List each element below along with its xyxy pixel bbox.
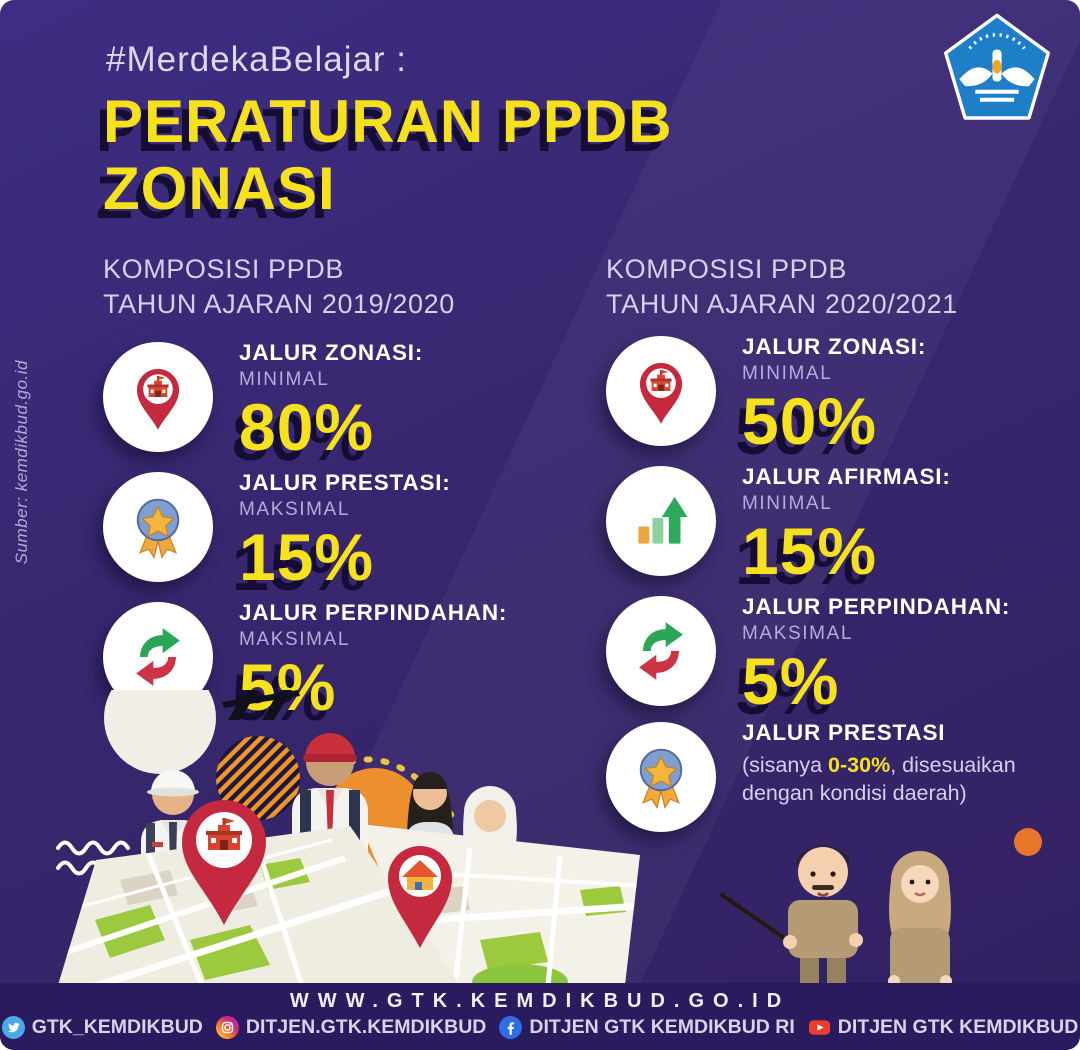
note-highlight: 0-30%: [828, 753, 891, 777]
twitter-icon: [2, 1016, 25, 1039]
footer-strip: WWW.GTK.KEMDIKBUD.GO.ID GTK_KEMDIKBUD DI…: [0, 983, 1080, 1050]
social-twitter[interactable]: GTK_KEMDIKBUD: [2, 1016, 203, 1039]
social-handle: DITJEN GTK KEMDIKBUD: [837, 1016, 1079, 1038]
row-afirmasi-2020: JALUR AFIRMASI: MINIMAL 15%: [606, 464, 951, 588]
row-qualifier: MAKSIMAL: [239, 499, 350, 520]
map-pin-school-icon: [103, 342, 213, 452]
orange-dot-right: [1014, 828, 1042, 856]
medal-star-icon: [103, 472, 213, 582]
transfer-arrows-icon: [606, 596, 716, 706]
social-media-row: GTK_KEMDIKBUD DITJEN.GTK.KEMDIKBUD DITJE…: [0, 1016, 1080, 1039]
teacher-woman-illustration: [888, 851, 952, 987]
row-label: JALUR PERPINDAHAN:: [742, 594, 1011, 619]
column-header: KOMPOSISI PPDB TAHUN AJARAN 2019/2020: [103, 254, 455, 319]
white-circle-decoration: [104, 690, 216, 774]
website-link[interactable]: WWW.GTK.KEMDIKBUD.GO.ID: [289, 990, 791, 1012]
row-value: 15%: [742, 514, 878, 588]
row-value: 5%: [742, 644, 840, 718]
row-value: 50%: [742, 384, 878, 458]
youtube-icon: [808, 1016, 831, 1039]
row-zonasi-2019: JALUR ZONASI: MINIMAL 80%: [103, 340, 424, 464]
row-perpindahan-2020: JALUR PERPINDAHAN: MAKSIMAL 5%: [606, 594, 1011, 718]
facebook-icon: [499, 1016, 522, 1039]
teacher-man-illustration: [720, 845, 863, 985]
row-qualifier: MINIMAL: [239, 369, 330, 390]
map-pin-school-icon: [606, 336, 716, 446]
row-value: 80%: [239, 390, 375, 464]
row-qualifier: MINIMAL: [742, 493, 833, 514]
row-label: JALUR PERPINDAHAN:: [239, 600, 508, 625]
social-youtube[interactable]: DITJEN GTK KEMDIKBUD: [808, 1016, 1079, 1039]
row-note: (sisanya 0-30%, disesuaikan dengan kondi…: [742, 753, 1016, 806]
instagram-icon: [216, 1016, 239, 1039]
social-handle: DITJEN GTK KEMDIKBUD RI: [529, 1016, 795, 1038]
column-2019-2020: KOMPOSISI PPDB TAHUN AJARAN 2019/2020 JA…: [103, 252, 581, 720]
social-handle: GTK_KEMDIKBUD: [31, 1016, 203, 1038]
growth-chart-icon: [606, 466, 716, 576]
row-label: JALUR PRESTASI:: [239, 470, 451, 495]
column-header: KOMPOSISI PPDB TAHUN AJARAN 2020/2021: [606, 254, 958, 319]
row-value: 15%: [239, 520, 375, 594]
row-zonasi-2020: JALUR ZONASI: MINIMAL 50%: [606, 334, 927, 458]
social-handle: DITJEN.GTK.KEMDIKBUD: [245, 1016, 487, 1038]
row-label: JALUR ZONASI:: [742, 334, 927, 359]
students-map-illustration: [56, 690, 1042, 987]
row-label: JALUR AFIRMASI:: [742, 464, 951, 489]
row-label: JALUR PRESTASI: [742, 720, 946, 745]
social-instagram[interactable]: DITJEN.GTK.KEMDIKBUD: [216, 1016, 487, 1039]
page-title: PERATURAN PPDB ZONASI: [103, 88, 673, 222]
black-slash-marks: [222, 690, 300, 720]
row-label: JALUR ZONASI:: [239, 340, 424, 365]
hatched-circle-decoration: [216, 736, 300, 820]
source-credit: Sumber: kemdikbud.go.id: [12, 360, 31, 565]
social-facebook[interactable]: DITJEN GTK KEMDIKBUD RI: [499, 1016, 795, 1039]
row-qualifier: MAKSIMAL: [239, 629, 350, 650]
row-prestasi-2019: JALUR PRESTASI: MAKSIMAL 15%: [103, 470, 451, 594]
row-prestasi-2020: JALUR PRESTASI (sisanya 0-30%, disesuaik…: [606, 720, 1047, 832]
school-map-pin-icon: [182, 800, 266, 925]
title-line-1: PERATURAN PPDB: [103, 88, 673, 155]
row-value: 5%: [239, 650, 337, 724]
house-map-pin-icon: [388, 846, 452, 948]
hashtag-line: #MerdekaBelajar :: [106, 40, 408, 79]
column-2020-2021: KOMPOSISI PPDB TAHUN AJARAN 2020/2021 JA…: [606, 252, 1080, 832]
medal-star-icon: [606, 722, 716, 832]
row-qualifier: MAKSIMAL: [742, 623, 853, 644]
kemdikbud-tut-wuri-handayani-logo-icon: [940, 12, 1054, 126]
title-line-2: ZONASI: [103, 155, 336, 223]
row-perpindahan-2019: JALUR PERPINDAHAN: MAKSIMAL 5%: [103, 600, 508, 724]
row-qualifier: MINIMAL: [742, 363, 833, 384]
